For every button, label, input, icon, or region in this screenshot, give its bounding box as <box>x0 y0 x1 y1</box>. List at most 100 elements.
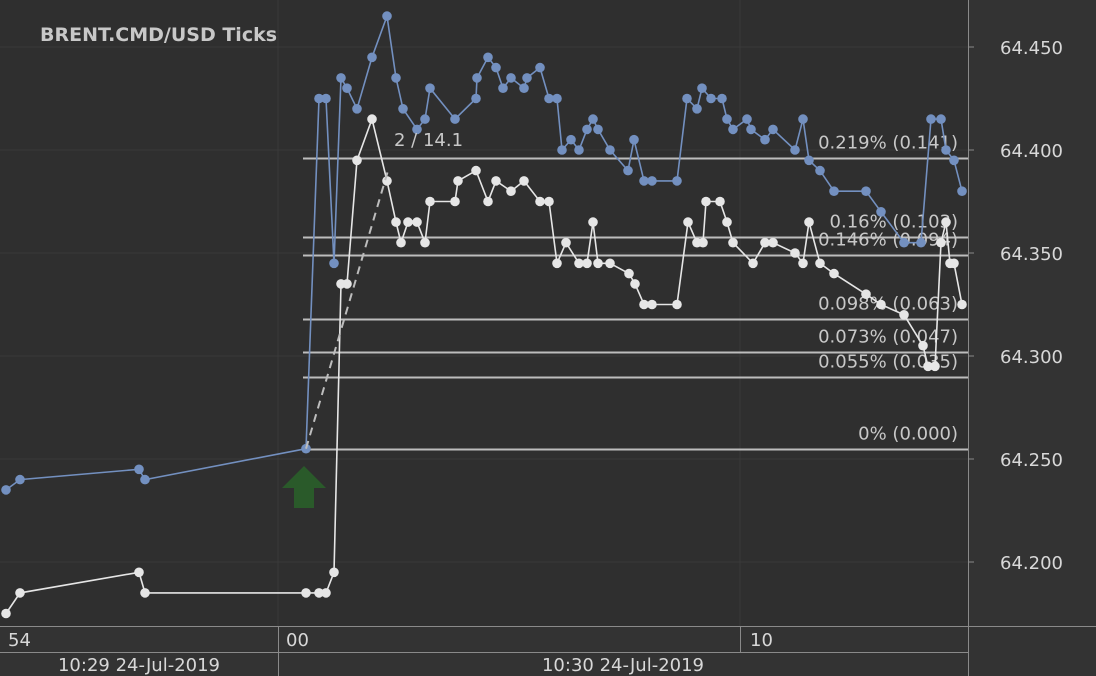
x-date-label: 10:29 24-Jul-2019 <box>58 655 220 676</box>
blue-series-point <box>314 93 324 104</box>
blue-series-point <box>768 124 778 135</box>
white-series-point <box>535 196 545 207</box>
blue-series-point <box>352 104 362 114</box>
blue-series-point <box>629 134 639 145</box>
blue-series-point <box>623 165 633 176</box>
white-series-point <box>574 258 584 269</box>
white-series-point <box>491 176 501 186</box>
blue-series-point <box>15 474 25 485</box>
measure-line <box>305 170 389 449</box>
blue-series-point <box>336 73 346 83</box>
blue-series-point <box>329 258 339 269</box>
white-series-point <box>396 237 406 248</box>
blue-series-point <box>367 52 377 63</box>
white-series-point <box>876 299 886 310</box>
blue-series-point <box>391 73 401 83</box>
blue-series-point <box>706 93 716 104</box>
blue-series-point <box>498 83 508 93</box>
white-series-point <box>930 361 940 372</box>
blue-series-point <box>941 145 951 155</box>
y-axis-panel <box>968 0 1096 676</box>
white-series-point <box>134 567 144 578</box>
white-series-point <box>367 114 377 124</box>
blue-series-point <box>522 73 532 83</box>
white-series-point <box>804 217 814 227</box>
white-series-point <box>412 217 422 227</box>
white-series-point <box>630 279 640 289</box>
white-series-point <box>701 196 711 207</box>
blue-series-point <box>535 62 545 73</box>
white-series-point <box>639 299 649 310</box>
blue-series-point <box>957 186 967 196</box>
white-series-point <box>647 299 657 310</box>
white-series-point <box>391 217 401 227</box>
white-series-point <box>936 237 946 248</box>
blue-series-point <box>647 176 657 186</box>
white-series-point <box>329 567 339 578</box>
white-series-point <box>15 588 25 598</box>
blue-series-point <box>544 93 554 104</box>
white-series-line <box>5 116 963 614</box>
blue-series-point <box>798 114 808 124</box>
white-series-point <box>728 237 738 248</box>
white-series-point <box>941 217 951 227</box>
blue-series-point <box>506 73 516 83</box>
x-tick-label: 00 <box>286 630 309 651</box>
blue-series-point <box>582 124 592 135</box>
y-tick-label: 64.200 <box>1000 553 1063 574</box>
level-label: 0% (0.000) <box>858 424 958 445</box>
white-series-point <box>552 258 562 269</box>
y-tick-label: 64.350 <box>1000 244 1063 265</box>
up-arrow-icon <box>282 466 326 508</box>
white-series-point <box>471 165 481 176</box>
white-series-point <box>722 217 732 227</box>
blue-series-point <box>790 145 800 155</box>
white-series-point <box>352 155 362 166</box>
x-tick-label: 10 <box>750 630 773 651</box>
white-series-point <box>605 258 615 269</box>
white-series-point <box>140 588 150 598</box>
blue-series-point <box>804 155 814 166</box>
blue-series-point <box>420 114 430 124</box>
x-axis: 54 00 10 10:29 24-Jul-2019 10:30 24-Jul-2019 <box>0 626 1096 676</box>
y-tick-label: 64.300 <box>1000 347 1063 368</box>
blue-series-point <box>471 93 481 104</box>
blue-series-point <box>382 11 392 21</box>
blue-series-point <box>815 165 825 176</box>
y-tick-label: 64.450 <box>1000 38 1063 59</box>
x-tick-label: 54 <box>8 630 31 651</box>
level-label: 0.146% (0.094) <box>818 230 958 251</box>
blue-series-point <box>926 114 936 124</box>
blue-series-point <box>491 62 501 73</box>
white-series-point <box>748 258 758 269</box>
white-series-point <box>798 258 808 269</box>
white-series-point <box>815 258 825 269</box>
blue-series-point <box>722 114 732 124</box>
blue-series-point <box>692 104 702 114</box>
white-series-point <box>425 196 435 207</box>
white-series-point <box>624 268 634 279</box>
up-arrow-shape <box>282 466 326 508</box>
level-label: 0.219% (0.141) <box>818 133 958 154</box>
blue-series-point <box>672 176 682 186</box>
y-tick-label: 64.250 <box>1000 450 1063 471</box>
blue-series-point <box>936 114 946 124</box>
white-series-point <box>453 176 463 186</box>
blue-series-point <box>140 474 150 485</box>
white-series-point <box>582 258 592 269</box>
blue-series-point <box>697 83 707 93</box>
white-series-point <box>672 299 682 310</box>
price-series <box>1 11 967 619</box>
blue-series-point <box>605 145 615 155</box>
blue-series-point <box>728 124 738 135</box>
blue-series-point <box>134 464 144 475</box>
blue-series-point <box>412 124 422 135</box>
blue-series-point <box>746 124 756 135</box>
white-series-point <box>949 258 959 269</box>
blue-series-point <box>682 93 692 104</box>
blue-series-point <box>1 485 11 495</box>
blue-series-point <box>574 145 584 155</box>
white-series-point <box>506 186 516 196</box>
white-series-point <box>314 588 324 598</box>
